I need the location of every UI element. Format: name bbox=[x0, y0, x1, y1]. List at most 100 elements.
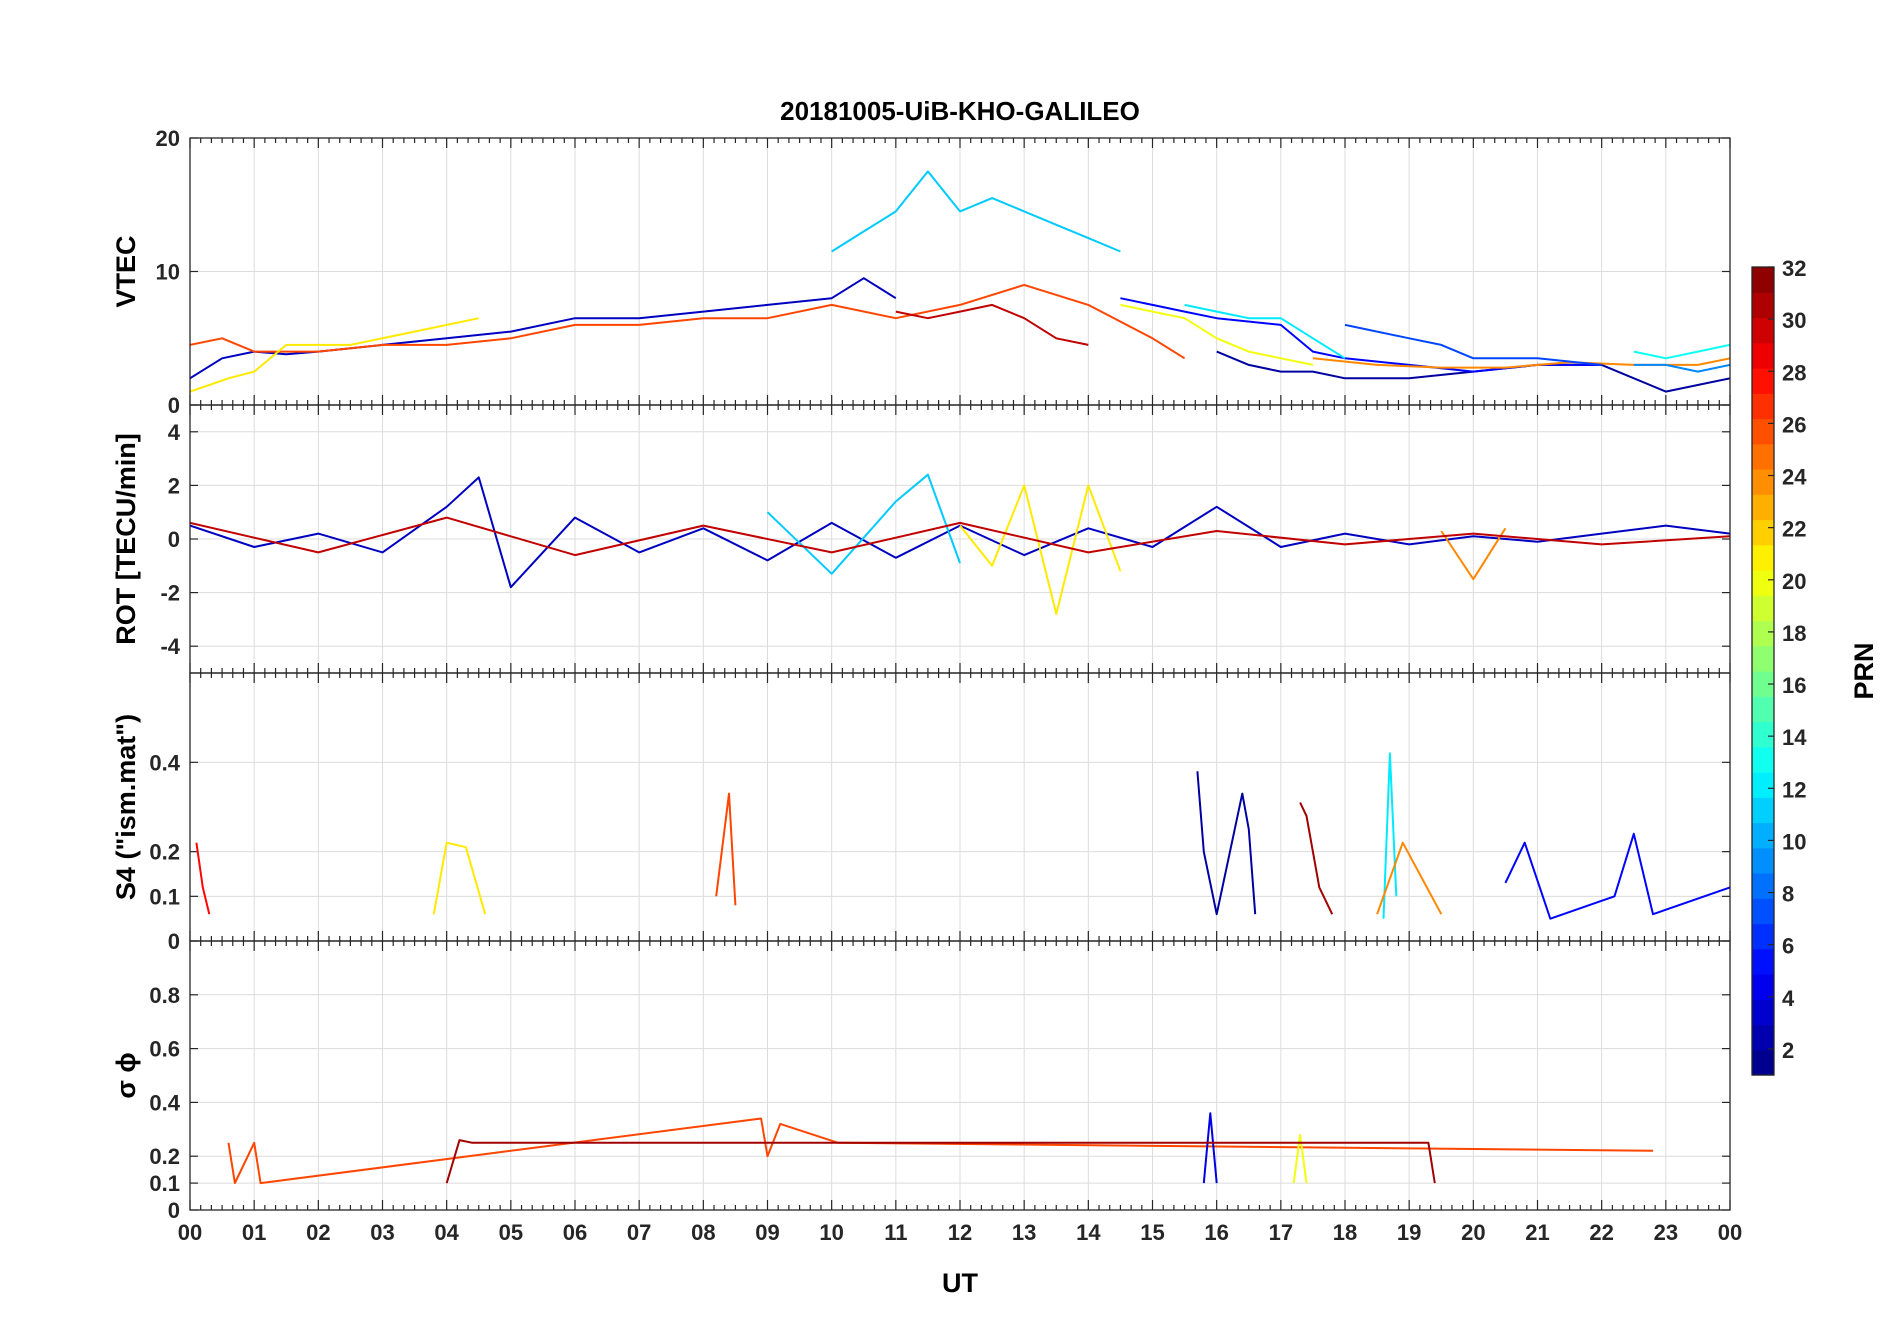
x-tick-label: 18 bbox=[1333, 1220, 1357, 1245]
panel-s4: 0 0.1 0.2 0.4 S4 ("ism.mat") bbox=[111, 672, 1731, 954]
x-tick-label: 22 bbox=[1589, 1220, 1613, 1245]
colorbar-tick-label: 20 bbox=[1782, 569, 1806, 594]
series-prn-21 bbox=[959, 484, 1122, 615]
colorbar-segment bbox=[1752, 696, 1774, 723]
x-tick-label: 09 bbox=[755, 1220, 779, 1245]
colorbar-segment bbox=[1752, 393, 1774, 420]
x-tick-label: 13 bbox=[1012, 1220, 1036, 1245]
colorbar-segment bbox=[1752, 544, 1774, 571]
x-tick-label: 19 bbox=[1397, 1220, 1421, 1245]
colorbar-segment bbox=[1752, 974, 1774, 1000]
colorbar-segment bbox=[1752, 292, 1774, 319]
x-tick-label: 06 bbox=[563, 1220, 587, 1245]
series-prn-11 bbox=[831, 170, 1121, 253]
colorbar-segment bbox=[1752, 948, 1774, 975]
series-prn-3 bbox=[190, 476, 1730, 589]
colorbar-tick-label: 24 bbox=[1782, 465, 1807, 490]
panel-vtec: 0 10 20 VTEC bbox=[111, 126, 1731, 418]
colorbar-segment bbox=[1752, 671, 1774, 697]
series-prn-13 bbox=[1633, 343, 1730, 360]
x-tick-label: 14 bbox=[1076, 1220, 1101, 1245]
x-tick-label: 20 bbox=[1461, 1220, 1485, 1245]
series-prn-31 bbox=[1299, 802, 1334, 915]
colorbar-tick-label: 10 bbox=[1782, 829, 1806, 854]
y-tick-label: 0 bbox=[168, 527, 180, 552]
x-tick-label: 02 bbox=[306, 1220, 330, 1245]
series-prn-24 bbox=[1376, 841, 1443, 915]
y-tick-label: 0.1 bbox=[149, 1171, 180, 1196]
series-prn-5 bbox=[1504, 832, 1730, 920]
series-group-s4 bbox=[195, 752, 1730, 920]
colorbar-segment bbox=[1752, 317, 1774, 344]
series-prn-30 bbox=[190, 516, 1730, 557]
x-tick-label: 05 bbox=[499, 1220, 523, 1245]
colorbar-segment bbox=[1752, 999, 1774, 1026]
colorbar-segment bbox=[1752, 822, 1774, 849]
y-axis-label-sigma: σ ϕ bbox=[111, 1052, 141, 1098]
y-tick-label: 0 bbox=[168, 1198, 180, 1223]
colorbar-segment bbox=[1752, 772, 1774, 798]
x-tick-label: 11 bbox=[884, 1220, 907, 1245]
y-tick-label: 0.6 bbox=[149, 1037, 180, 1062]
y-tick-label: 0 bbox=[168, 393, 180, 418]
colorbar-tick-label: 22 bbox=[1782, 517, 1806, 542]
colorbar-tick-label: 28 bbox=[1782, 360, 1806, 385]
colorbar-segment bbox=[1752, 1024, 1774, 1051]
series-prn-9 bbox=[1633, 363, 1730, 373]
y-tick-label: 20 bbox=[156, 126, 180, 151]
y-tick-label: 4 bbox=[168, 420, 181, 445]
chart-title: 20181005-UiB-KHO-GALILEO bbox=[780, 96, 1140, 126]
colorbar-segment bbox=[1752, 342, 1774, 369]
x-tick-label: 07 bbox=[627, 1220, 651, 1245]
x-tick-label: 00 bbox=[1718, 1220, 1742, 1245]
x-tick-label: 23 bbox=[1654, 1220, 1678, 1245]
y-tick-label: 0.2 bbox=[149, 840, 180, 865]
y-axis-label-s4: S4 ("ism.mat") bbox=[111, 714, 141, 900]
colorbar-segment bbox=[1752, 469, 1774, 495]
series-group-sigma bbox=[227, 1112, 1654, 1185]
x-tick-label: 10 bbox=[819, 1220, 843, 1245]
series-group-rot bbox=[190, 473, 1730, 615]
series-prn-26 bbox=[715, 792, 737, 906]
x-tick-label: 03 bbox=[370, 1220, 394, 1245]
x-tick-label: 00 bbox=[178, 1220, 202, 1245]
x-tick-label: 21 bbox=[1525, 1220, 1549, 1245]
colorbar-tick-label: 4 bbox=[1782, 986, 1795, 1011]
x-tick-label: 17 bbox=[1269, 1220, 1293, 1245]
x-tick-label: 04 bbox=[434, 1220, 459, 1245]
colorbar-segment bbox=[1752, 1049, 1774, 1076]
series-prn-3 bbox=[190, 277, 897, 380]
y-tick-label: 2 bbox=[168, 473, 180, 498]
colorbar-segment bbox=[1752, 418, 1774, 445]
colorbar-segment bbox=[1752, 368, 1774, 394]
axes-frame bbox=[189, 940, 1731, 1211]
y-axis-label-vtec: VTEC bbox=[111, 235, 141, 307]
series-prn-11 bbox=[766, 473, 961, 575]
series-prn-31 bbox=[445, 1139, 1436, 1184]
y-tick-label: 0.4 bbox=[149, 750, 180, 775]
colorbar-tick-label: 32 bbox=[1782, 256, 1806, 281]
series-prn-2 bbox=[1196, 771, 1257, 916]
y-tick-label: -4 bbox=[160, 634, 180, 659]
x-tick-label: 12 bbox=[948, 1220, 972, 1245]
series-prn-20 bbox=[1292, 1133, 1308, 1184]
colorbar-segment bbox=[1752, 519, 1774, 546]
colorbar-segment bbox=[1752, 570, 1774, 596]
y-tick-label: 0.4 bbox=[149, 1090, 180, 1115]
series-group-vtec bbox=[190, 170, 1730, 393]
series-prn-24 bbox=[1312, 357, 1730, 369]
colorbar-segment bbox=[1752, 620, 1774, 647]
series-prn-24 bbox=[1440, 527, 1507, 581]
series-prn-21 bbox=[432, 841, 487, 915]
y-axis-label-rot: ROT [TECU/min] bbox=[111, 433, 141, 644]
colorbar-segment bbox=[1752, 797, 1774, 824]
colorbar-segment bbox=[1752, 721, 1774, 748]
colorbar-segment bbox=[1752, 595, 1774, 622]
x-tick-label: 15 bbox=[1140, 1220, 1164, 1245]
colorbar-segment bbox=[1752, 494, 1774, 521]
y-tick-label: -2 bbox=[160, 581, 180, 606]
series-prn-28 bbox=[195, 842, 211, 915]
